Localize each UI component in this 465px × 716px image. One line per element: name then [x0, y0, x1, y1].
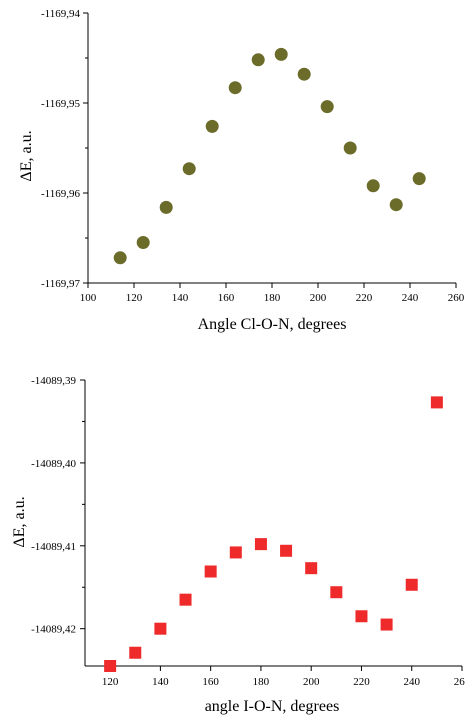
chart-1-x-tick-label: 120	[126, 292, 143, 304]
chart-2-points	[104, 396, 443, 672]
chart-1-data-point	[367, 179, 380, 192]
chart-1: 100 120 140 160 180 200 220 240 260 -1169,94-116…	[18, 8, 465, 333]
chart-1-points	[114, 48, 426, 264]
chart-1-data-point	[160, 201, 173, 214]
chart-1-data-point	[229, 81, 242, 94]
chart-2-x-tick-label: 260	[454, 676, 465, 688]
chart-2-data-point	[230, 546, 242, 558]
chart-2-data-point	[180, 594, 192, 606]
chart-2-data-point	[381, 619, 393, 631]
chart-2-y-tick-label: -14089,41	[31, 541, 76, 553]
chart-2-y-tick-label: -14089,39	[31, 375, 76, 387]
chart-2-x-tick-label: 220	[353, 676, 370, 688]
chart-2-data-point	[305, 562, 317, 574]
chart-2-y-ticks: -14089,39 -14089,40 -14089,41 -14089,42	[31, 375, 85, 636]
chart-1-data-point	[321, 100, 334, 113]
chart-1-data-point	[413, 172, 426, 185]
chart-1-data-point	[390, 198, 403, 211]
chart-2-x-tick-label: 240	[403, 676, 420, 688]
chart-1-data-point	[137, 236, 150, 249]
chart-1-x-axis-title: Angle Cl-O-N, degrees	[198, 316, 347, 333]
chart-1-x-tick-label: 100	[80, 292, 97, 304]
chart-1-data-point	[275, 48, 288, 61]
chart-2-x-tick-label: 120	[102, 676, 119, 688]
chart-2-x-tick-label: 200	[303, 676, 320, 688]
chart-1-data-point	[344, 142, 357, 155]
chart-2-y-tick-label: -14089,42	[31, 624, 76, 636]
chart-1-data-point	[206, 120, 219, 133]
chart-1-x-tick-label: 220	[356, 292, 373, 304]
chart-2-y-axis-title: ΔE, a.u.	[11, 496, 28, 547]
chart-2-data-point	[431, 396, 443, 408]
chart-1-y-tick-label: -1169,96	[41, 188, 81, 200]
chart-2-data-point	[355, 610, 367, 622]
chart-2-data-point	[280, 545, 292, 557]
chart-1-x-tick-label: 160	[218, 292, 235, 304]
chart-1-y-tick-label: -1169,97	[41, 278, 81, 290]
chart-2-data-point	[154, 623, 166, 635]
chart-1-x-tick-label: 260	[448, 292, 465, 304]
chart-2-data-point	[406, 579, 418, 591]
chart-2-data-point	[129, 647, 141, 659]
chart-1-x-tick-label: 180	[264, 292, 281, 304]
chart-1-y-axis-title: ΔE, a.u.	[18, 130, 35, 181]
chart-2-y-tick-label: -14089,40	[31, 458, 76, 470]
chart-1-data-point	[298, 68, 311, 81]
chart-1-x-tick-label: 200	[310, 292, 327, 304]
chart-2-x-axis-title: angle I-O-N, degrees	[205, 698, 340, 715]
chart-2-data-point	[205, 565, 217, 577]
chart-1-y-ticks: -1169,94 -1169,95 -1169,96 -1169,97	[41, 8, 88, 290]
chart-1-data-point	[183, 162, 196, 175]
chart-2-data-point	[330, 586, 342, 598]
chart-2-x-tick-label: 180	[253, 676, 270, 688]
chart-1-data-point	[252, 53, 265, 66]
chart-1-data-point	[114, 251, 127, 264]
chart-2-data-point	[255, 538, 267, 550]
chart-1-x-tick-label: 140	[172, 292, 189, 304]
chart-2-x-ticks: 120 140 160 180 200 220 240 260	[102, 666, 465, 688]
chart-1-y-tick-label: -1169,94	[41, 8, 81, 20]
chart-1-x-tick-label: 240	[402, 292, 419, 304]
chart-2-x-tick-label: 140	[152, 676, 169, 688]
chart-2-x-tick-label: 160	[202, 676, 219, 688]
chart-2-data-point	[104, 660, 116, 672]
chart-1-y-tick-label: -1169,95	[41, 98, 81, 110]
chart-1-x-ticks: 100 120 140 160 180 200 220 240 260	[80, 283, 465, 304]
